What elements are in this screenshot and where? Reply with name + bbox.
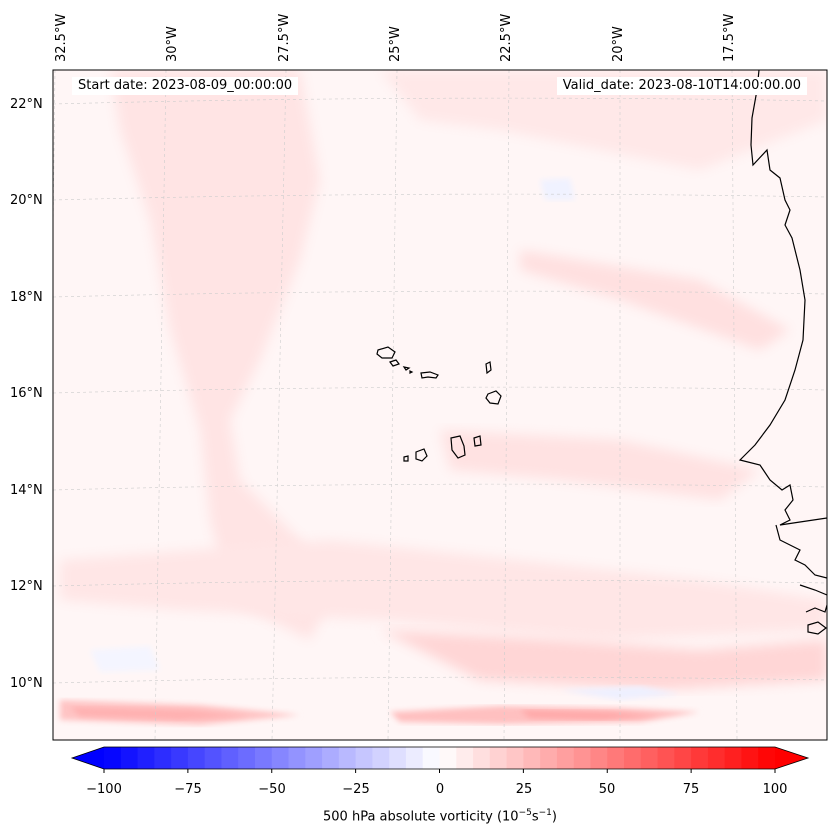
colorbar-segment [288, 747, 306, 769]
colorbar-segment [741, 747, 759, 769]
lon-label-25w: 25°W [388, 26, 403, 62]
colorbar-segment [724, 747, 743, 769]
colorbar-segment [691, 747, 709, 769]
colorbar-segment [204, 747, 223, 769]
colorbar-segment [120, 747, 139, 769]
lon-label-22-5w: 22.5°W [499, 13, 514, 62]
colorbar-tick: 25 [515, 782, 533, 797]
colorbar-tick: −25 [342, 782, 370, 797]
colorbar-segment [389, 747, 407, 769]
colorbar-segment [238, 747, 256, 769]
colorbar-segment [137, 747, 155, 769]
colorbar-segment [540, 747, 558, 769]
colorbar-segment [154, 747, 172, 769]
colorbar-segment [523, 747, 541, 769]
colorbar-extend-min [72, 747, 104, 769]
colorbar-segment [624, 747, 642, 769]
lat-label-20n: 20°N [10, 193, 43, 208]
colorbar-segment [372, 747, 390, 769]
valid-date-label: Valid_date: 2023-08-10T14:00:00.00 [556, 77, 807, 95]
colorbar-segment [338, 747, 357, 769]
colorbar-segment [640, 747, 659, 769]
colorbar-segment [221, 747, 239, 769]
colorbar-segment [506, 747, 524, 769]
map-frame [52, 69, 828, 741]
colorbar-segment [489, 747, 508, 769]
colorbar-segment [674, 747, 692, 769]
colorbar-segment [104, 747, 122, 769]
lat-label-16n: 16°N [10, 386, 43, 401]
colorbar-segment [758, 747, 776, 769]
start-date-label: Start date: 2023-08-09_00:00:00 [72, 77, 299, 95]
colorbar-segment [254, 747, 273, 769]
colorbar-tick: −75 [174, 782, 202, 797]
colorbar-segment [271, 747, 290, 769]
colorbar-segment [556, 747, 575, 769]
colorbar-segment [607, 747, 625, 769]
graticule [53, 70, 827, 740]
colorbar-segment [456, 747, 474, 769]
colorbar-segment [657, 747, 675, 769]
colorbar [70, 746, 810, 773]
colorbar-segment [171, 747, 189, 769]
colorbar-segment [322, 747, 340, 769]
colorbar-segment [355, 747, 373, 769]
colorbar-segment [422, 747, 441, 769]
colorbar-tick: 50 [598, 782, 616, 797]
lon-label-20w: 20°W [611, 26, 626, 62]
lat-label-10n: 10°N [10, 676, 43, 691]
vorticity-field [53, 70, 827, 740]
colorbar-tick: 100 [762, 782, 788, 797]
coastline [738, 70, 827, 635]
colorbar-tick: 75 [682, 782, 700, 797]
colorbar-segment [187, 747, 206, 769]
colorbar-tick: −100 [86, 782, 122, 797]
colorbar-segment [707, 747, 726, 769]
colorbar-segment [439, 747, 457, 769]
cape-verde-islands [376, 346, 502, 462]
colorbar-segment [590, 747, 608, 769]
lat-label-18n: 18°N [10, 290, 43, 305]
lon-label-27-5w: 27.5°W [277, 13, 292, 62]
colorbar-segment [405, 747, 424, 769]
colorbar-tick: 0 [435, 782, 445, 797]
lat-label-12n: 12°N [10, 579, 43, 594]
colorbar-segment [305, 747, 323, 769]
lon-label-17-5w: 17.5°W [722, 13, 737, 62]
colorbar-segment [473, 747, 491, 769]
colorbar-segment [573, 747, 592, 769]
lat-label-22n: 22°N [10, 97, 43, 112]
lon-label-30w: 30°W [165, 26, 180, 62]
lon-label-32-5w: 32.5°W [54, 13, 69, 62]
colorbar-extend-max [775, 747, 808, 769]
colorbar-label: 500 hPa absolute vorticity (10−5s−1) [323, 808, 557, 825]
lat-label-14n: 14°N [10, 483, 43, 498]
colorbar-tick: −50 [258, 782, 286, 797]
